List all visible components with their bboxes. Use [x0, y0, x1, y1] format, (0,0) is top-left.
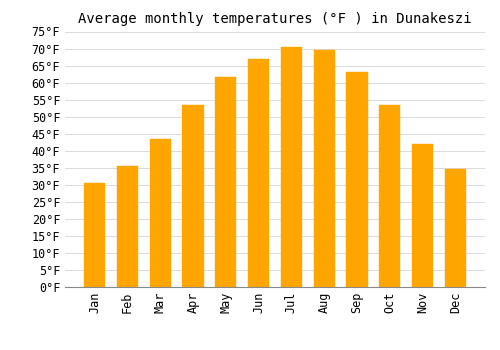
Bar	[379, 105, 400, 287]
Bar	[84, 183, 106, 287]
Bar	[215, 77, 236, 287]
Bar	[346, 72, 368, 287]
Title: Average monthly temperatures (°F ) in Dunakeszi: Average monthly temperatures (°F ) in Du…	[78, 12, 472, 26]
Bar	[150, 139, 171, 287]
Bar	[182, 105, 204, 287]
Bar	[280, 47, 302, 287]
Bar	[248, 59, 270, 287]
Bar	[314, 50, 335, 287]
Bar	[412, 144, 433, 287]
Bar	[117, 166, 138, 287]
Bar	[444, 169, 466, 287]
